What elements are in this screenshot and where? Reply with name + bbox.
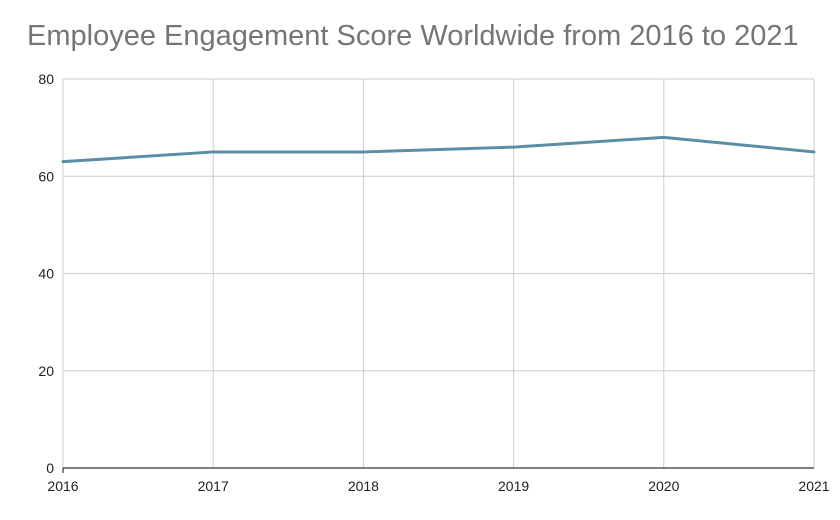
x-tick-label-2016: 2016 (47, 478, 78, 494)
series-line-0 (61, 135, 816, 164)
x-tick-label-2021: 2021 (798, 478, 829, 494)
y-tick-label-0: 0 (46, 460, 54, 476)
y-tick-label-80: 80 (38, 71, 54, 87)
x-tick-label-2020: 2020 (648, 478, 679, 494)
y-tick-label-40: 40 (38, 266, 54, 282)
x-tick-label-2019: 2019 (498, 478, 529, 494)
x-tick-label-2018: 2018 (348, 478, 379, 494)
chart-title: Employee Engagement Score Worldwide from… (27, 20, 799, 52)
y-tick-label-60: 60 (38, 168, 54, 184)
y-tick-label-20: 20 (38, 363, 54, 379)
x-tick-label-2017: 2017 (198, 478, 229, 494)
